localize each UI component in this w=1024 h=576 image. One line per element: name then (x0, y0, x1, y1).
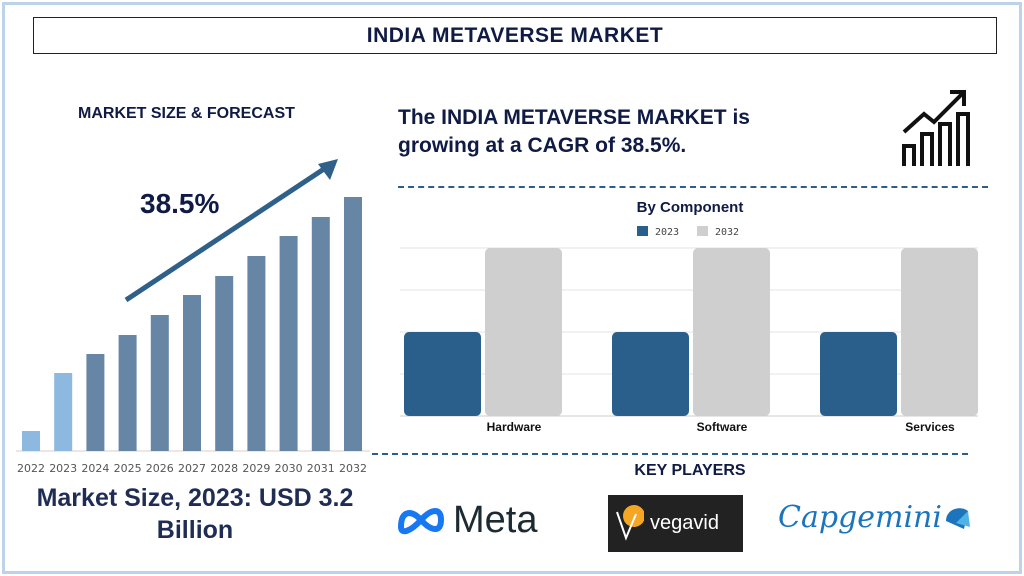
divider-top (398, 186, 988, 188)
growth-arrow-head (318, 159, 338, 180)
legend-swatch-2023 (637, 226, 648, 236)
market-size-text: Market Size, 2023: USD 3.2 Billion (36, 484, 354, 544)
capgemini-logo: Capgemini (778, 500, 972, 535)
market-forecast-chart: 2022 2023 2024 2025 2026 2027 2028 2029 2030 2031… (16, 159, 370, 475)
bar-software-2023 (612, 332, 689, 416)
x-tick-label: 2028 (210, 462, 238, 475)
key-players-heading: KEY PLAYERS (634, 462, 746, 479)
vegavid-logo: vegavid (608, 495, 743, 552)
bar-services-2032 (901, 248, 978, 416)
bar-2032 (344, 197, 362, 451)
page-title: INDIA METAVERSE MARKET (33, 17, 997, 54)
meta-infinity-icon (397, 508, 445, 535)
chart-title: By Component (637, 199, 744, 216)
growth-arrow-line (124, 160, 335, 303)
legend-label: 2023 (655, 227, 679, 238)
legend-label: 2032 (715, 227, 739, 238)
bar-2027 (183, 295, 201, 451)
meta-logo: Meta (395, 500, 537, 540)
x-tick-label: 2023 (49, 462, 77, 475)
x-tick-label: 2027 (178, 462, 206, 475)
bar-services-2023 (820, 332, 897, 416)
x-tick-label: Services (905, 420, 955, 434)
x-tick-label: 2022 (17, 462, 45, 475)
bar-hardware-2023 (404, 332, 481, 416)
bar-software-2032 (693, 248, 770, 416)
bar-2026 (150, 315, 169, 451)
bar-2030 (279, 236, 298, 451)
bar-2024 (86, 354, 105, 451)
divider-bottom (372, 453, 968, 455)
x-tick-label: 2031 (307, 462, 335, 475)
bar-hardware-2032 (485, 248, 562, 416)
bar-2025 (118, 335, 137, 451)
cagr-label: 38.5% (140, 188, 220, 219)
x-tick-label: 2032 (339, 462, 367, 475)
bar-2031 (311, 217, 330, 451)
by-component-chart: By Component 2023 2032 Hardware Software Serv… (400, 199, 978, 434)
headline-text: The INDIA METAVERSE MARKET is growing at… (398, 106, 750, 157)
x-tick-label: 2030 (275, 462, 303, 475)
x-tick-label: 2026 (146, 462, 174, 475)
bar-2029 (247, 256, 266, 451)
x-tick-label: Hardware (487, 420, 542, 434)
bar-2022 (22, 431, 40, 451)
growth-chart-icon (902, 90, 970, 166)
x-tick-label: 2024 (81, 462, 109, 475)
x-tick-label: 2025 (114, 462, 142, 475)
legend-swatch-2032 (697, 226, 708, 236)
x-tick-label: 2029 (242, 462, 270, 475)
market-size-heading: MARKET SIZE & FORECAST (78, 105, 295, 122)
bar-2028 (215, 276, 234, 451)
x-tick-label: Software (697, 420, 748, 434)
bar-2023 (54, 373, 73, 451)
